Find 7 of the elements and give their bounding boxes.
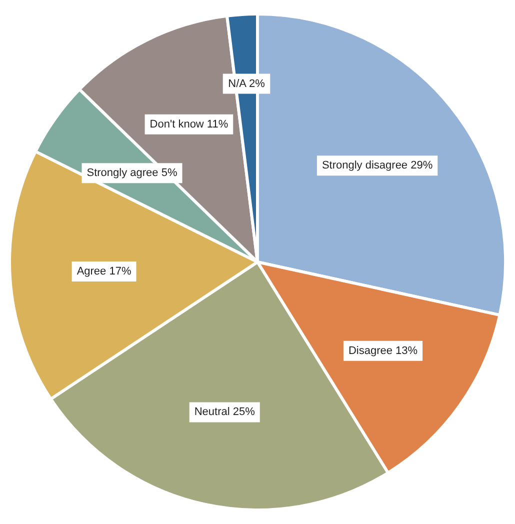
slice-label: Agree 17% bbox=[76, 265, 132, 278]
slice-label: N/A 2% bbox=[228, 78, 266, 90]
slice-label: Strongly agree 5% bbox=[86, 167, 178, 180]
slice-label: Disagree 13% bbox=[348, 344, 418, 357]
slice-label: Don't know 11% bbox=[150, 118, 228, 130]
slice-label: Neutral 25% bbox=[194, 406, 256, 418]
slice-label: Strongly disagree 29% bbox=[322, 160, 433, 172]
